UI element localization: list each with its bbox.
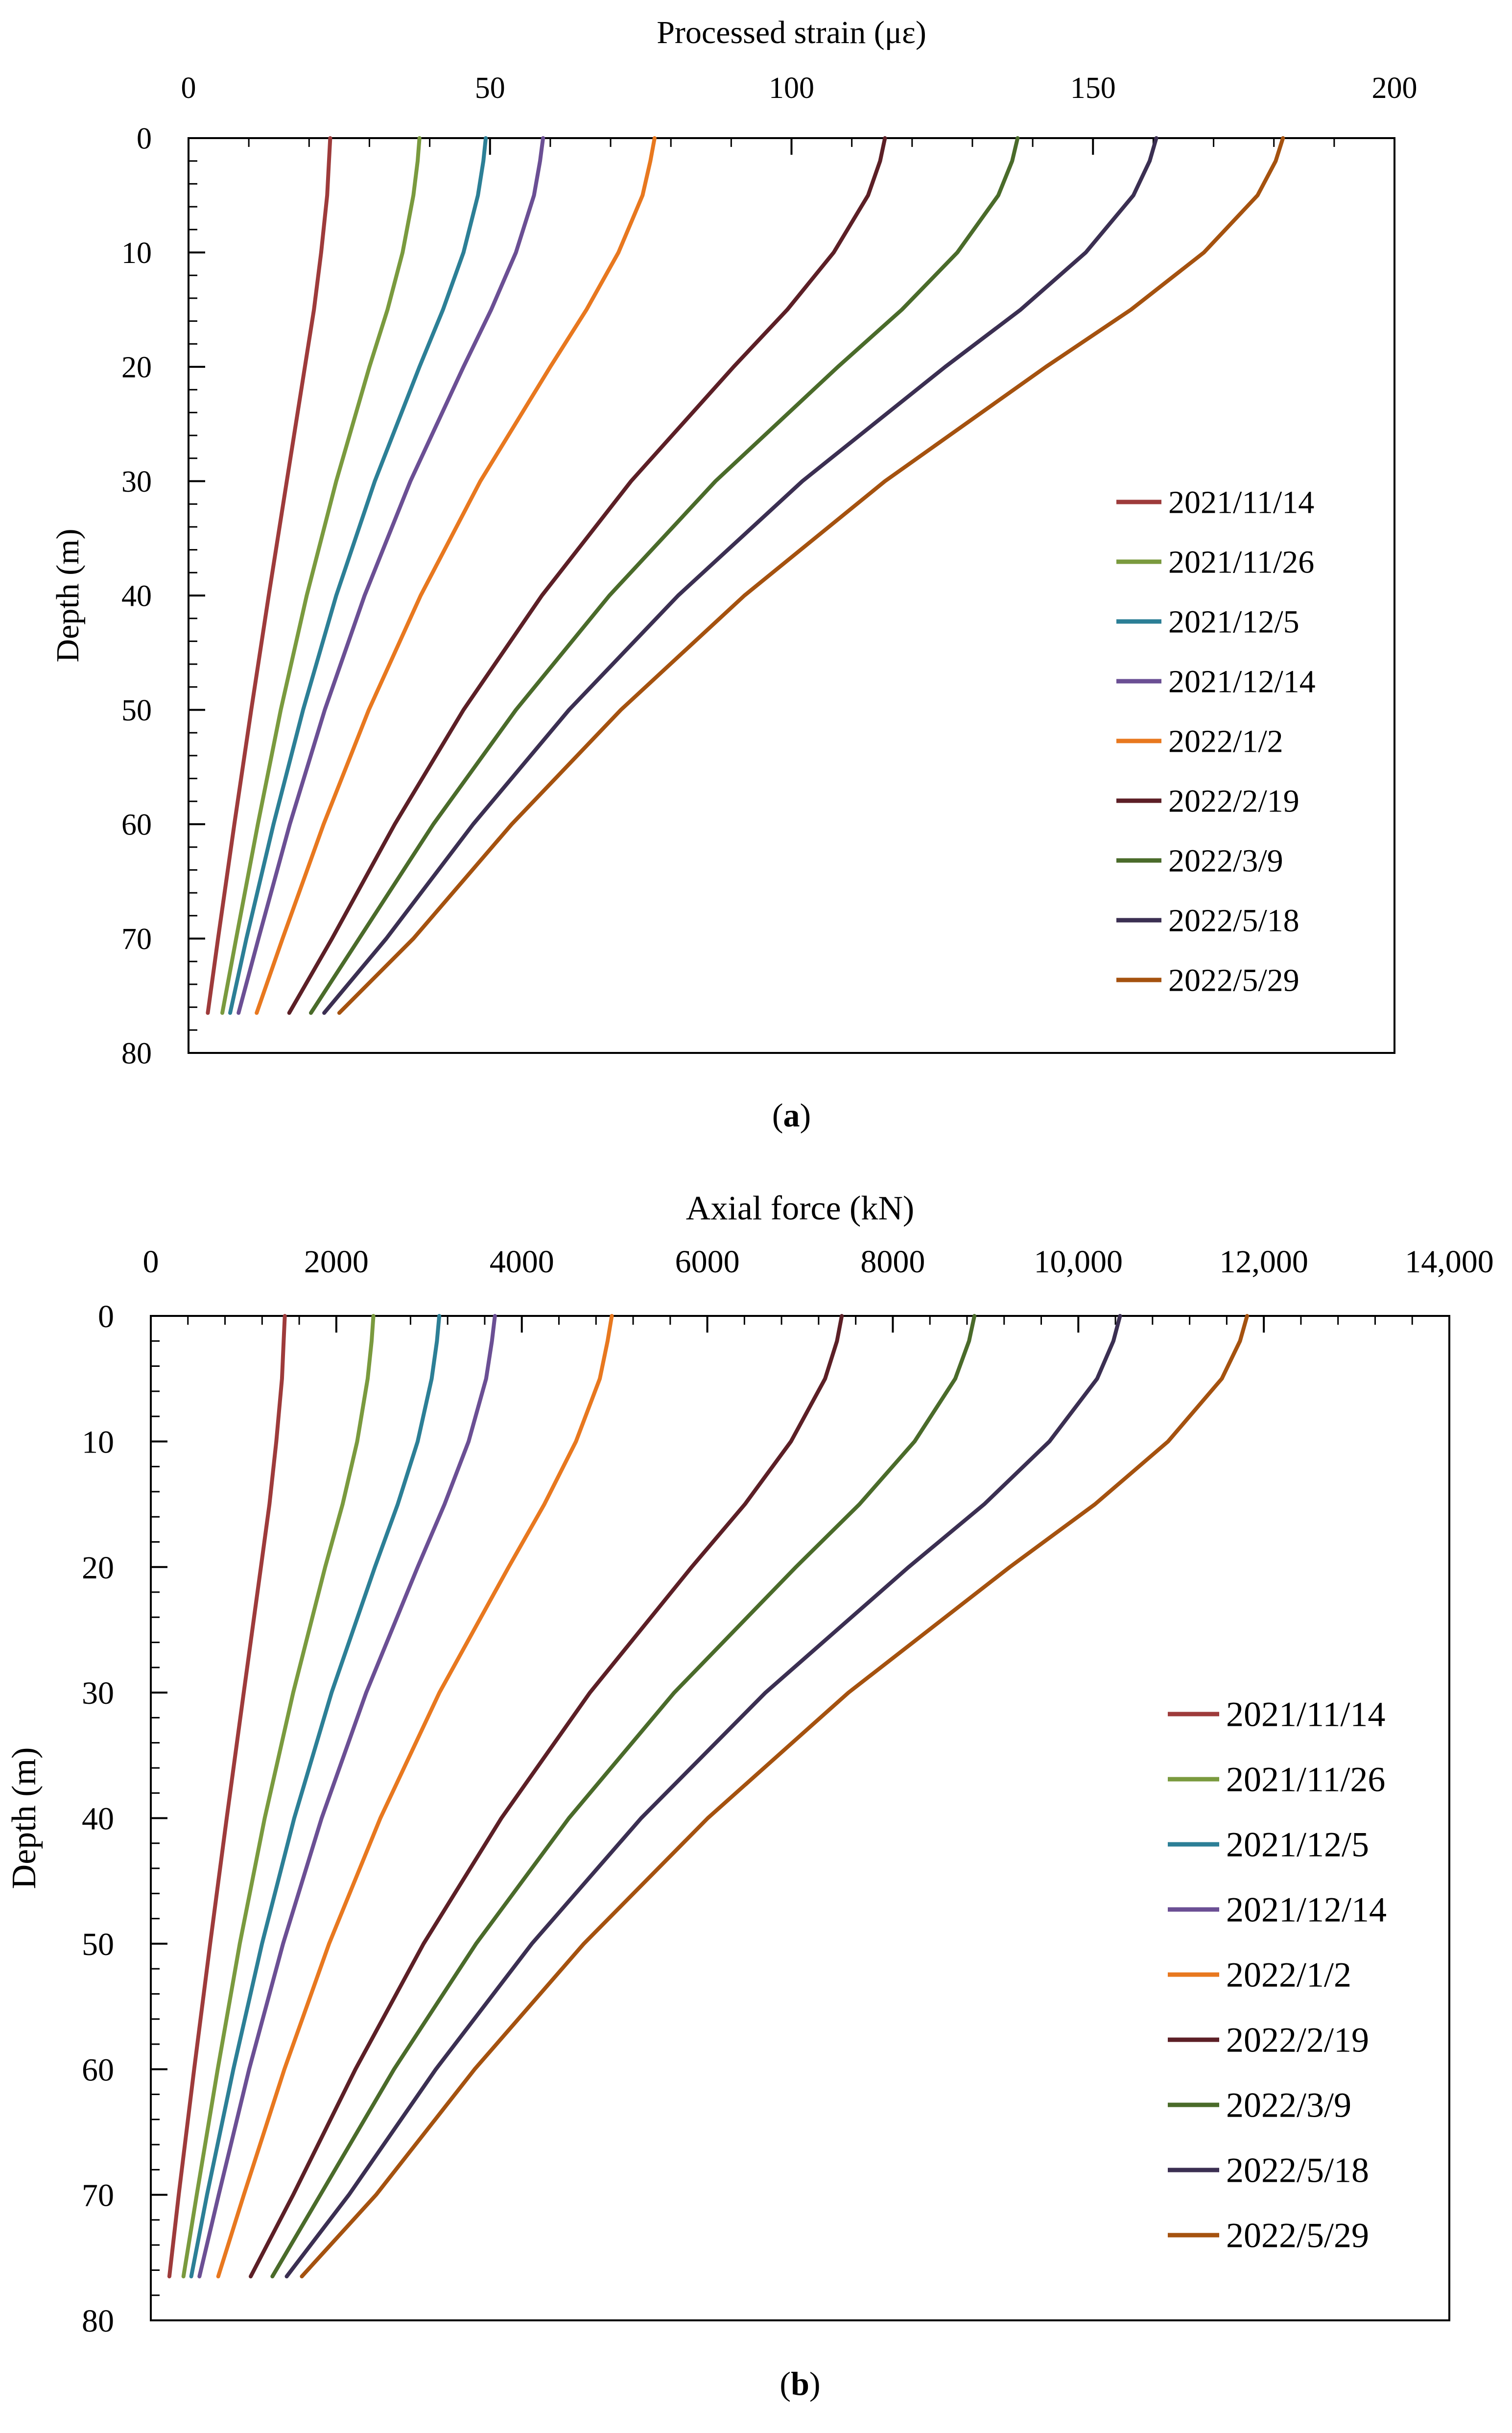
panel-label: b — [791, 2365, 809, 2402]
y-axis-title: Depth (m) — [5, 1747, 43, 1889]
y-tick-label: 70 — [121, 923, 152, 956]
y-tick-label: 60 — [121, 809, 152, 842]
x-axis-title: Axial force (kN) — [686, 1190, 914, 1227]
legend-entry-label: 2021/12/5 — [1168, 604, 1299, 640]
panel-caption: (a) — [772, 1097, 811, 1134]
panel-label: a — [783, 1097, 800, 1134]
series-line-2022-1-2 — [255, 136, 657, 1015]
legend-entry-label: 2021/11/26 — [1168, 544, 1314, 580]
y-tick-label: 0 — [137, 122, 152, 156]
y-tick-label: 80 — [121, 1037, 152, 1071]
x-tick-label: 0 — [181, 72, 196, 105]
legend-entry-label: 2022/5/29 — [1226, 2216, 1369, 2255]
x-tick-label: 150 — [1070, 72, 1116, 105]
y-tick-label: 70 — [82, 2178, 114, 2214]
x-tick-label: 12,000 — [1219, 1244, 1308, 1280]
y-tick-label: 50 — [82, 1927, 114, 1962]
y-tick-label: 60 — [82, 2052, 114, 2088]
series-line-2022-1-2 — [216, 1314, 614, 2279]
y-tick-label: 20 — [121, 351, 152, 384]
chart-a: 0 50 100 150 200 0 10 20 30 40 50 60 70 80 Processed s… — [50, 15, 1418, 1134]
x-tick-label: 10,000 — [1034, 1244, 1123, 1280]
legend-entry-label: 2021/11/26 — [1226, 1760, 1385, 1799]
legend-entry-label: 2022/2/19 — [1168, 783, 1299, 819]
series-line-2021-12-14 — [197, 1314, 497, 2279]
y-tick-label: 20 — [82, 1550, 114, 1586]
series-line-2021-11-14 — [167, 1314, 287, 2279]
series-line-2021-11-14 — [206, 136, 332, 1015]
legend-entry-label: 2021/11/14 — [1226, 1694, 1385, 1734]
series-line-2022-5-18 — [284, 1314, 1122, 2279]
series-line-2021-12-5 — [189, 1314, 442, 2279]
x-tick-label: 100 — [769, 72, 814, 105]
x-axis-title: Processed strain (με) — [657, 15, 926, 50]
x-tick-label: 8000 — [860, 1244, 925, 1280]
y-tick-label: 50 — [121, 694, 152, 727]
series-line-2021-12-5 — [228, 136, 488, 1015]
x-tick-label: 2000 — [304, 1244, 369, 1280]
y-tick-label: 0 — [98, 1299, 114, 1335]
y-axis-title: Depth (m) — [50, 528, 86, 662]
series-line-2021-12-14 — [236, 136, 545, 1015]
y-tick-label: 40 — [82, 1801, 114, 1837]
x-tick-label: 50 — [475, 72, 505, 105]
x-tick-label: 200 — [1372, 72, 1418, 105]
x-tick-label: 14,000 — [1405, 1244, 1494, 1280]
legend-entry-label: 2022/1/2 — [1226, 1955, 1351, 1994]
series-line-2022-5-29 — [300, 1314, 1249, 2279]
y-tick-label: 30 — [82, 1675, 114, 1711]
legend-entry-label: 2021/12/14 — [1168, 664, 1316, 699]
legend-entry-label: 2021/12/14 — [1226, 1890, 1387, 1929]
x-tick-label: 4000 — [490, 1244, 554, 1280]
legend-entry-label: 2022/5/29 — [1168, 962, 1299, 998]
legend-entry-label: 2022/3/9 — [1168, 843, 1283, 879]
x-tick-label: 6000 — [675, 1244, 740, 1280]
y-tick-label: 80 — [82, 2303, 114, 2339]
panel-caption: (b) — [780, 2365, 820, 2402]
legend-entry-label: 2022/5/18 — [1168, 903, 1299, 938]
legend-entry-label: 2022/3/9 — [1226, 2085, 1351, 2124]
legend-entry-label: 2021/12/5 — [1226, 1825, 1369, 1864]
y-tick-label: 40 — [121, 580, 152, 613]
series-line-2022-5-18 — [322, 136, 1158, 1015]
series-line-2022-3-9 — [270, 1314, 977, 2279]
series-line-2021-11-26 — [220, 136, 422, 1015]
legend-entry-label: 2022/5/18 — [1226, 2150, 1369, 2190]
series-line-2022-2-19 — [249, 1314, 844, 2279]
y-tick-label: 30 — [121, 465, 152, 499]
legend-entry-label: 2022/1/2 — [1168, 723, 1283, 759]
y-tick-label: 10 — [121, 237, 152, 270]
series-line-2021-11-26 — [181, 1314, 376, 2279]
series-line-2022-3-9 — [309, 136, 1020, 1015]
series-line-2022-2-19 — [287, 136, 887, 1015]
series-line-2022-5-29 — [337, 136, 1285, 1015]
x-tick-label: 0 — [143, 1244, 159, 1280]
y-tick-label: 10 — [82, 1424, 114, 1460]
legend-entry-label: 2021/11/14 — [1168, 484, 1314, 520]
legend-entry-label: 2022/2/19 — [1226, 2020, 1369, 2059]
chart-b: 0 2000 4000 6000 8000 10,000 12,000 14,000 0 10 20… — [5, 1190, 1494, 2402]
